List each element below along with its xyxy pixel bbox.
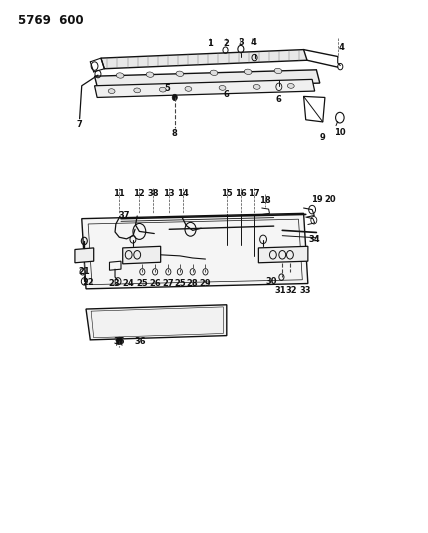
Text: 32: 32: [286, 286, 297, 295]
Ellipse shape: [244, 69, 252, 75]
Text: 15: 15: [221, 189, 233, 198]
Text: 29: 29: [199, 279, 211, 288]
Polygon shape: [95, 70, 320, 90]
Text: 25: 25: [174, 279, 186, 288]
Ellipse shape: [274, 68, 282, 74]
Ellipse shape: [108, 88, 115, 93]
Text: 9: 9: [320, 133, 326, 142]
Text: 3: 3: [238, 38, 244, 47]
Text: 4: 4: [339, 43, 345, 52]
Text: 21: 21: [78, 267, 90, 276]
Text: 36: 36: [135, 337, 146, 346]
Polygon shape: [82, 213, 308, 289]
Polygon shape: [75, 248, 94, 263]
Text: 5769  600: 5769 600: [18, 14, 83, 27]
Circle shape: [172, 94, 177, 101]
Text: 23: 23: [109, 279, 120, 288]
Text: 30: 30: [265, 277, 277, 286]
Ellipse shape: [134, 88, 141, 93]
Text: 27: 27: [163, 279, 174, 288]
Ellipse shape: [159, 87, 166, 92]
Text: 31: 31: [274, 286, 286, 295]
Circle shape: [116, 337, 122, 345]
Polygon shape: [86, 305, 227, 340]
Text: 2: 2: [223, 39, 229, 48]
Text: 7: 7: [77, 119, 83, 128]
Text: 25: 25: [137, 279, 148, 288]
Text: 26: 26: [149, 279, 161, 288]
Text: 19: 19: [312, 195, 323, 204]
Text: 13: 13: [163, 189, 175, 198]
Ellipse shape: [210, 70, 218, 76]
Text: 38: 38: [148, 189, 159, 198]
Polygon shape: [95, 79, 315, 98]
Text: 5: 5: [164, 84, 170, 93]
Ellipse shape: [116, 73, 124, 78]
Ellipse shape: [146, 72, 154, 77]
Text: 1: 1: [207, 39, 213, 48]
Ellipse shape: [185, 86, 192, 91]
Ellipse shape: [287, 84, 294, 88]
Text: 14: 14: [178, 189, 189, 198]
Text: 33: 33: [300, 286, 311, 295]
Polygon shape: [101, 50, 307, 69]
Ellipse shape: [253, 85, 260, 90]
Text: 8: 8: [172, 128, 178, 138]
Text: 34: 34: [309, 235, 321, 244]
Text: 4: 4: [250, 38, 256, 47]
Text: 11: 11: [113, 189, 125, 198]
Text: 24: 24: [123, 279, 134, 288]
Text: 16: 16: [235, 189, 247, 198]
Text: 22: 22: [82, 278, 94, 287]
Text: 17: 17: [248, 189, 260, 198]
Text: 20: 20: [324, 195, 336, 204]
Text: 37: 37: [119, 211, 130, 220]
Text: 28: 28: [187, 279, 199, 288]
Polygon shape: [123, 246, 160, 264]
Ellipse shape: [219, 85, 226, 90]
Ellipse shape: [176, 71, 184, 76]
Text: 18: 18: [259, 196, 271, 205]
Text: 35: 35: [113, 337, 125, 346]
Text: 12: 12: [133, 189, 145, 198]
Polygon shape: [259, 246, 308, 263]
Text: 10: 10: [334, 128, 346, 137]
Text: 6: 6: [224, 90, 230, 99]
Text: 6: 6: [275, 94, 281, 103]
